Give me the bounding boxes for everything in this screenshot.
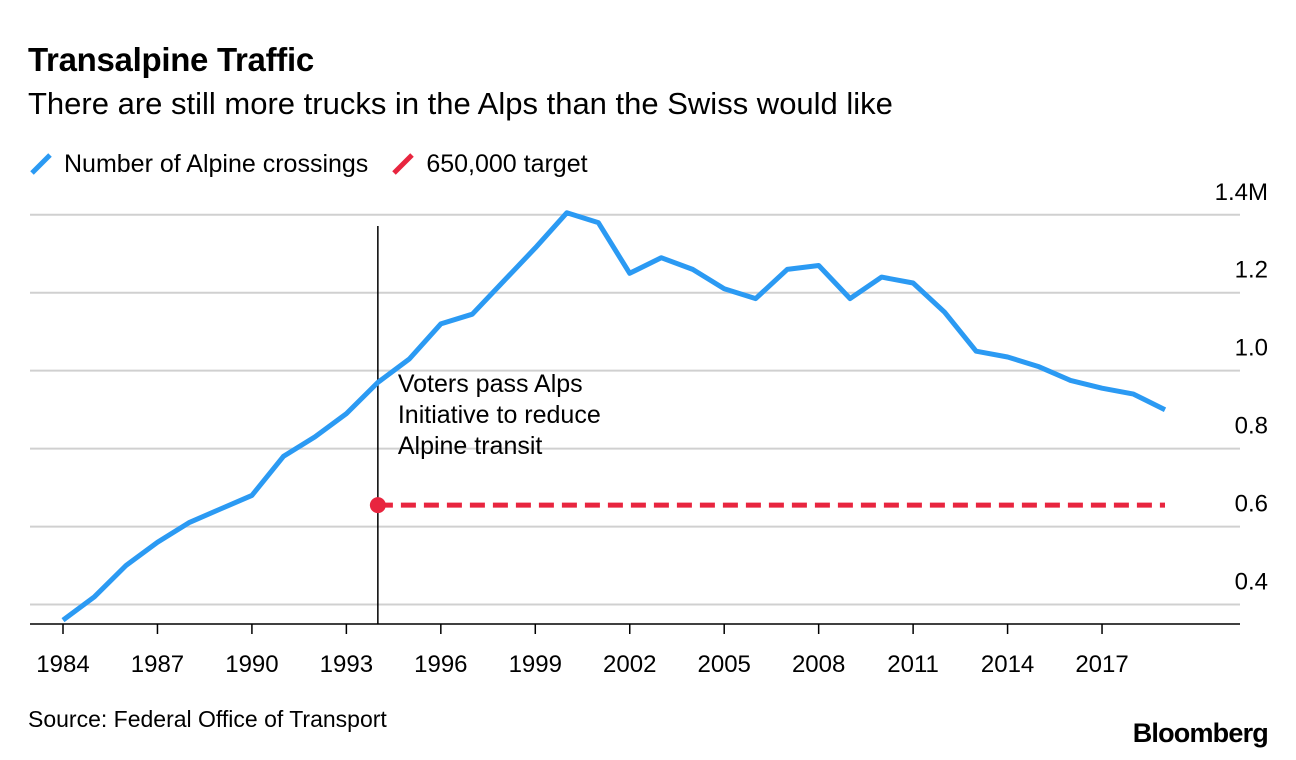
annotation-text-line-1: Voters pass Alps — [398, 370, 583, 398]
x-tick-label-1990: 1990 — [225, 651, 278, 678]
x-tick-label-2011: 2011 — [887, 651, 939, 678]
series-line-number-of-alpine-crossings — [61, 210, 1167, 623]
x-tick-label-2008: 2008 — [792, 651, 845, 678]
y-tick-label-0-4: 0.4 — [1235, 569, 1268, 596]
gridlines — [30, 213, 1240, 606]
y-tick-label-1-0: 1.0 — [1235, 335, 1268, 362]
chart-subtitle: There are still more trucks in the Alps … — [28, 86, 893, 121]
chart-title: Transalpine Traffic — [28, 41, 314, 78]
legend-item-crossings: Number of Alpine crossings — [28, 150, 368, 179]
legend-swatch-crossings — [30, 153, 52, 175]
legend-label-crossings: Number of Alpine crossings — [64, 149, 369, 178]
x-tick-label-1987: 1987 — [131, 651, 184, 678]
source-note: Source: Federal Office of Transport — [28, 706, 387, 732]
y-tick-label-0-6: 0.6 — [1235, 491, 1268, 518]
x-tick-label-1996: 1996 — [414, 651, 467, 678]
legend-swatch-target — [392, 153, 415, 175]
legend-label-target: 650,000 target — [426, 149, 588, 178]
x-tick-label-2005: 2005 — [698, 651, 751, 678]
legend-item-target: 650,000 target — [390, 149, 588, 179]
x-axis: 1984 1987 1990 1993 1996 1999 2002 2005 2008 2011… — [30, 623, 1240, 678]
series-lines — [61, 210, 1167, 623]
annotation-text-line-3: Alpine transit — [398, 432, 543, 460]
y-tick-label-0-8: 0.8 — [1235, 413, 1268, 440]
x-tick-label-2017: 2017 — [1075, 651, 1128, 678]
x-tick-label-1993: 1993 — [320, 651, 373, 678]
x-tick-label-2002: 2002 — [603, 651, 656, 678]
y-axis: 0.4 0.6 0.8 1.0 1.2 1.4M — [1215, 179, 1268, 596]
x-tick-label-1999: 1999 — [509, 651, 562, 678]
y-tick-label-1-4m: 1.4M — [1215, 179, 1268, 206]
y-tick-label-1-2: 1.2 — [1235, 257, 1268, 284]
data-point-650-000-target-1994 — [369, 497, 386, 514]
x-tick-label-2014: 2014 — [981, 651, 1034, 678]
x-tick-label-1984: 1984 — [36, 651, 89, 678]
annotation-text-line-2: Initiative to reduce — [398, 401, 601, 429]
legend: Number of Alpine crossings 650,000 targe… — [28, 146, 610, 182]
annotation: Voters pass Alps Initiative to reduce Alpi… — [377, 226, 601, 624]
brand-logo: Bloomberg — [1132, 718, 1269, 748]
